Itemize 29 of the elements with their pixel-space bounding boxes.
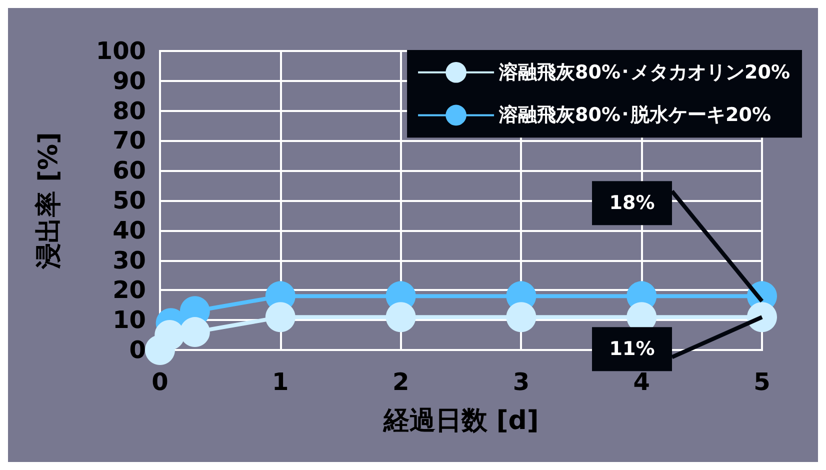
x-tick-label: 5 (754, 368, 770, 396)
point (386, 302, 416, 332)
annotation: 11% (609, 338, 655, 360)
x-tick-label: 1 (272, 368, 289, 396)
point (506, 302, 536, 332)
y-tick-label: 50 (112, 186, 146, 214)
x-tick-label: 2 (392, 368, 410, 396)
y-tick-label: 70 (112, 126, 146, 155)
y-tick-label: 90 (112, 66, 146, 95)
y-tick-label: 10 (112, 306, 146, 334)
x-tick-label: 4 (633, 368, 650, 396)
point (154, 320, 185, 350)
point (265, 302, 296, 332)
y-tick-label: 30 (112, 246, 146, 274)
y-axis-title: 浸出率 [%] (34, 132, 64, 270)
y-tick-label: 100 (96, 37, 146, 65)
y-tick-label: 40 (112, 216, 146, 244)
annotation: 18% (609, 192, 655, 214)
y-tick-label: 80 (112, 96, 146, 125)
point (180, 317, 210, 348)
y-tick-label: 60 (112, 156, 146, 185)
legend-label: 溶融飛灰80%･脱水ケーキ20% (498, 104, 772, 126)
point (747, 302, 777, 332)
legend-label: 溶融飛灰80%･メタカオリン20% (498, 61, 790, 84)
x-axis-title: 経過日数 [d] (382, 406, 539, 436)
x-tick-label: 0 (152, 368, 168, 396)
y-tick-label: 0 (129, 336, 146, 364)
x-tick-label: 3 (512, 368, 530, 396)
y-tick-label: 20 (112, 276, 146, 304)
